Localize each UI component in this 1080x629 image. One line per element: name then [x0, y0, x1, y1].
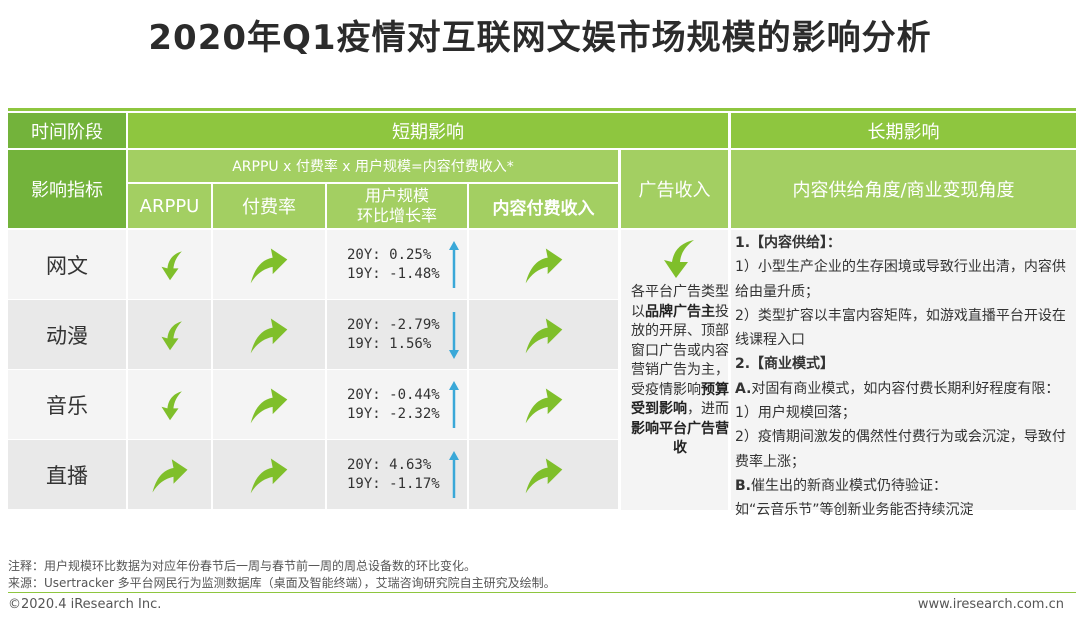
- pay-rate-cell: [213, 440, 325, 509]
- growth-19y: 19Y: -2.32%: [347, 405, 440, 422]
- header-indicator: 影响指标: [8, 150, 126, 228]
- up-arrow-icon: [525, 388, 562, 423]
- arppu-cell: [128, 300, 211, 369]
- long-point-3: 1）用户规模回落；: [735, 405, 856, 422]
- user-scale-growth-cell: 20Y: -0.44% 19Y: -2.32%: [327, 370, 467, 439]
- trend-up-arrow-icon: [448, 450, 459, 498]
- content-revenue-cell: [469, 440, 618, 509]
- long-point-2: 2）类型扩容以丰富内容矩阵，如游戏直播平台开设在线课程入口: [735, 307, 1066, 349]
- trend-up-arrow-icon: [448, 380, 459, 428]
- long-heading-2a-text: 对固有商业模式，如内容付费长期利好程度有限：: [751, 380, 1060, 397]
- long-point-1: 1）小型生产企业的生存困境或导致行业出清，内容供给由量升质；: [735, 259, 1066, 300]
- growth-19y: 19Y: -1.48%: [347, 265, 440, 282]
- growth-19y: 19Y: -1.17%: [347, 475, 440, 492]
- source-note: 来源：Usertracker 多平台网民行为监测数据库（桌面及智能终端），艾瑞咨…: [8, 576, 556, 590]
- growth-values: 20Y: -2.79% 19Y: 1.56%: [347, 316, 440, 354]
- arppu-cell: [128, 370, 211, 439]
- ad-text-5: ，进而: [687, 401, 729, 417]
- header-user-scale-line2: 环比增长率: [356, 206, 437, 225]
- header-long-term: 长期影响: [731, 113, 1076, 148]
- content-revenue-cell: [469, 370, 618, 439]
- growth-20y: 20Y: 0.25%: [347, 246, 432, 263]
- long-heading-2a-prefix: A.: [735, 380, 752, 397]
- trend-indicator: [448, 450, 460, 500]
- header-ad-revenue: 广告收入: [621, 150, 728, 228]
- down-arrow-icon: [161, 320, 182, 350]
- header-arppu: ARPPU: [128, 184, 211, 228]
- pay-rate-cell: [213, 300, 325, 369]
- row-label: 网文: [8, 230, 126, 299]
- long-heading-2b-text: 催生出的新商业模式仍待验证：: [751, 477, 947, 494]
- content-revenue-cell: [469, 230, 618, 299]
- row-label: 动漫: [8, 300, 126, 369]
- user-scale-growth-cell: 20Y: 4.63% 19Y: -1.17%: [327, 440, 467, 509]
- ad-down-arrow-icon: [654, 236, 698, 280]
- growth-20y: 20Y: -2.79%: [347, 316, 440, 333]
- growth-values: 20Y: 4.63% 19Y: -1.17%: [347, 456, 440, 494]
- ad-text-3: 投放的开屏、顶部窗口广告或内容营销广告为主，受疫情影响: [631, 303, 729, 398]
- ad-revenue-cell: [621, 230, 728, 510]
- long-term-cell: [731, 230, 1076, 510]
- growth-20y: 20Y: -0.44%: [347, 386, 440, 403]
- content-revenue-cell: [469, 300, 618, 369]
- growth-20y: 20Y: 4.63%: [347, 456, 432, 473]
- up-arrow-icon: [250, 458, 288, 493]
- ad-text-2: 品牌广告主: [645, 303, 715, 320]
- up-arrow-icon: [250, 248, 288, 283]
- header-time-stage: 时间阶段: [8, 113, 126, 148]
- long-heading-2b: B.催生出的新商业模式仍待验证：: [735, 474, 1075, 498]
- website-link[interactable]: www.iresearch.com.cn: [917, 597, 1064, 612]
- long-heading-1: 1.【内容供给】：: [735, 235, 842, 251]
- header-user-scale-line1: 用户规模: [364, 186, 429, 205]
- long-heading-2b-prefix: B.: [735, 477, 751, 494]
- up-arrow-icon: [525, 248, 562, 283]
- up-arrow-icon: [525, 318, 562, 353]
- top-divider: [8, 108, 1076, 111]
- page-title: 2020年Q1疫情对互联网文娱市场规模的影响分析: [148, 18, 932, 58]
- arppu-cell: [128, 230, 211, 299]
- up-arrow-icon: [250, 318, 288, 353]
- ad-text-4: 预算受到影响: [631, 381, 729, 418]
- row-label: 直播: [8, 440, 126, 509]
- header-pay-rate: 付费率: [213, 184, 325, 228]
- user-scale-growth-cell: 20Y: 0.25% 19Y: -1.48%: [327, 230, 467, 299]
- down-arrow-icon: [161, 250, 182, 280]
- trend-indicator: [448, 240, 460, 290]
- ad-description: 各平台广告类型以品牌广告主投放的开屏、顶部窗口广告或内容营销广告为主，受疫情影响…: [631, 283, 729, 459]
- copyright: ©2020.4 iResearch Inc.: [8, 597, 162, 612]
- arppu-cell: [128, 440, 211, 509]
- user-scale-growth-cell: 20Y: -2.79% 19Y: 1.56%: [327, 300, 467, 369]
- pay-rate-cell: [213, 370, 325, 439]
- header-long-angle: 内容供给角度/商业变现角度: [731, 150, 1076, 228]
- up-arrow-icon: [525, 458, 562, 493]
- growth-values: 20Y: 0.25% 19Y: -1.48%: [347, 246, 440, 284]
- pay-rate-cell: [213, 230, 325, 299]
- trend-up-arrow-icon: [448, 240, 459, 288]
- long-point-5: 如“云音乐节”等创新业务能否持续沉淀: [735, 502, 974, 519]
- footnote: 注释：用户规模环比数据为对应年份春节后一周与春节前一周的周总设备数的环比变化。: [8, 559, 477, 573]
- long-term-text: 1.【内容供给】： 1）小型生产企业的生存困境或导致行业出清，内容供给由量升质；…: [735, 231, 1075, 523]
- long-heading-2: 2.【商业模式】: [735, 356, 835, 373]
- down-arrow-icon: [161, 390, 182, 420]
- growth-values: 20Y: -0.44% 19Y: -2.32%: [347, 386, 440, 424]
- trend-indicator: [448, 380, 460, 430]
- bottom-divider: [8, 592, 1076, 593]
- trend-down-arrow-icon: [448, 311, 459, 359]
- header-formula: ARPPU x 付费率 x 用户规模=内容付费收入*: [128, 150, 618, 182]
- long-point-4: 2）疫情期间激发的偶然性付费行为或会沉淀，导致付费率上涨；: [735, 429, 1066, 470]
- up-arrow-icon: [152, 458, 187, 492]
- growth-19y: 19Y: 1.56%: [347, 335, 432, 352]
- trend-indicator: [448, 310, 460, 360]
- row-label: 音乐: [8, 370, 126, 439]
- long-heading-2a: A.对固有商业模式，如内容付费长期利好程度有限：: [735, 377, 1075, 401]
- up-arrow-icon: [250, 388, 288, 423]
- header-user-scale: 用户规模 环比增长率: [327, 184, 467, 228]
- header-short-term: 短期影响: [128, 113, 728, 148]
- ad-text-6: 影响平台广告营收: [631, 420, 729, 457]
- ad-text-1: 各平台广告类型以: [631, 284, 729, 320]
- header-content-revenue: 内容付费收入: [469, 184, 618, 228]
